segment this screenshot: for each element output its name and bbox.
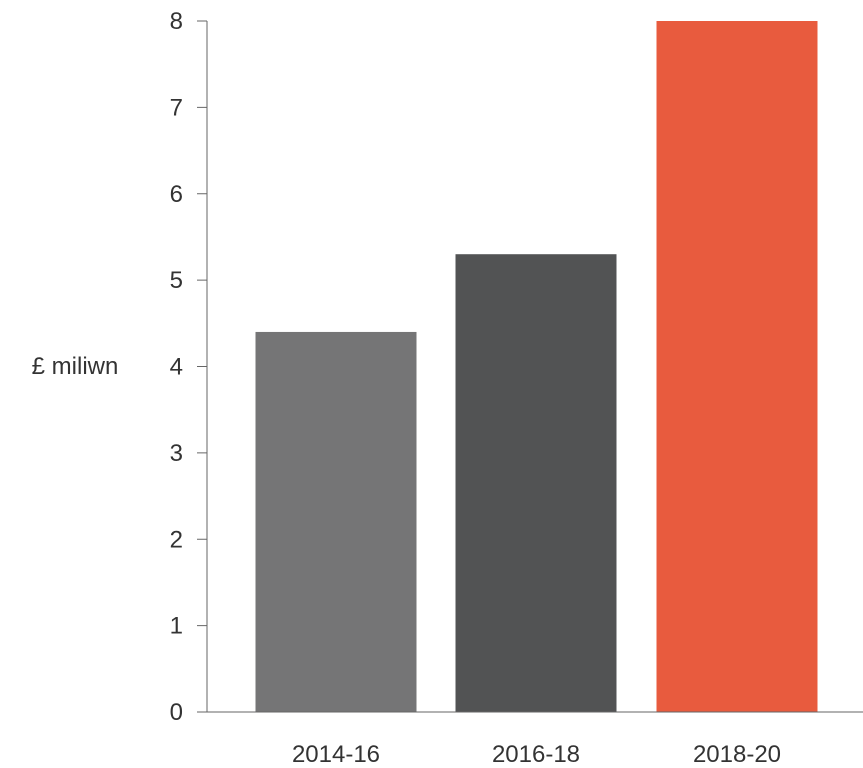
- x-category-label: 2016-18: [492, 741, 580, 768]
- y-tick-label: 0: [170, 699, 183, 726]
- bar-2016-18: [456, 254, 617, 712]
- x-category-label: 2014-16: [292, 741, 380, 768]
- y-tick-label: 2: [170, 526, 183, 553]
- bars: [256, 21, 818, 712]
- y-axis-title: £ miliwn: [32, 353, 119, 380]
- x-axis: 2014-16 2016-18 2018-20: [207, 712, 863, 768]
- x-category-label: 2018-20: [693, 741, 781, 768]
- y-tick-label: 6: [170, 181, 183, 208]
- y-tick-label: 7: [170, 94, 183, 121]
- y-tick-label: 5: [170, 267, 183, 294]
- y-tick-label: 4: [170, 354, 183, 381]
- y-tick-label: 3: [170, 440, 183, 467]
- bar-2014-16: [256, 332, 417, 712]
- y-tick-label: 1: [170, 613, 183, 640]
- y-tick-label: 8: [170, 8, 183, 35]
- y-axis: 0 1 2 3 4 5 6 7 8: [170, 8, 207, 726]
- bar-2018-20: [657, 21, 818, 712]
